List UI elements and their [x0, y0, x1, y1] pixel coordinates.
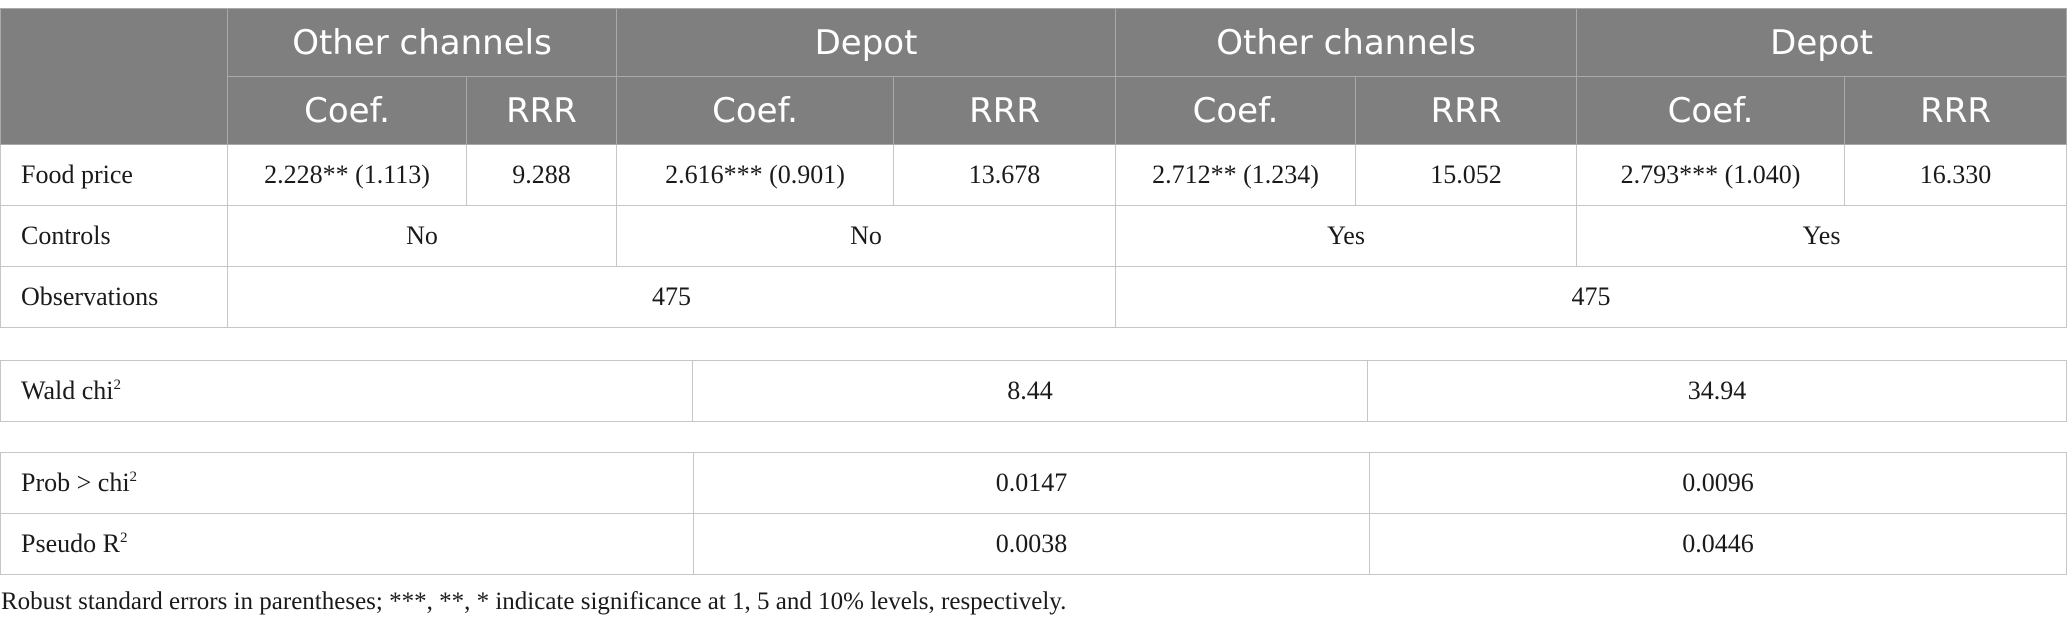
- group-header-other-channels-2: Other channels: [1115, 8, 1578, 77]
- table-cell: 2.616*** (0.901): [616, 144, 895, 206]
- table-cell: 475: [1115, 266, 2067, 328]
- table-cell: 15.052: [1355, 144, 1578, 206]
- row-label: Pseudo R2: [0, 513, 694, 575]
- table-cell: Yes: [1115, 205, 1578, 267]
- table-cell: 34.94: [1367, 360, 2067, 422]
- table-cell: 0.0446: [1369, 513, 2067, 575]
- sub-header-coef: Coef.: [227, 76, 467, 145]
- fit-stats-table: Prob > chi2 0.0147 0.0096 Pseudo R2 0.00…: [0, 452, 2067, 575]
- table-cell: 0.0038: [693, 513, 1370, 575]
- sub-header-coef: Coef.: [616, 76, 895, 145]
- wald-table: Wald chi2 8.44 34.94: [0, 360, 2067, 422]
- table-row-pseudo-r2: Pseudo R2 0.0038 0.0446: [0, 513, 2067, 575]
- table-cell: 8.44: [692, 360, 1368, 422]
- table-cell: No: [226, 205, 618, 267]
- sub-header-coef: Coef.: [1576, 76, 1846, 145]
- table-cell: 2.712** (1.234): [1115, 144, 1357, 206]
- sub-header-coef: Coef.: [1115, 76, 1357, 145]
- table-row-observations: Observations 475 475: [0, 266, 2067, 328]
- group-header-depot-1: Depot: [616, 8, 1117, 77]
- sub-header-rrr: RRR: [1844, 76, 2067, 145]
- table-cell: 16.330: [1844, 144, 2067, 206]
- table-row-wald: Wald chi2 8.44 34.94: [0, 360, 2067, 422]
- table-row-prob: Prob > chi2 0.0147 0.0096: [0, 452, 2067, 514]
- sub-header-rrr: RRR: [465, 76, 618, 145]
- table-cell: No: [616, 205, 1117, 267]
- sub-header-rrr: RRR: [1355, 76, 1578, 145]
- table-cell: 2.228** (1.113): [227, 144, 467, 206]
- main-results-table: Other channels Depot Other channels Depo…: [0, 8, 2067, 328]
- row-label: Food price: [0, 144, 228, 206]
- table-row-controls: Controls No No Yes Yes: [0, 205, 2067, 267]
- row-label: Wald chi2: [0, 360, 693, 422]
- row-label: Observations: [0, 266, 228, 328]
- table-cell: 13.678: [893, 144, 1117, 206]
- group-header-other-channels-1: Other channels: [226, 8, 618, 77]
- table-cell: 2.793*** (1.040): [1576, 144, 1846, 206]
- table-cell: 0.0147: [693, 452, 1370, 514]
- table-footnote: Robust standard errors in parentheses; *…: [1, 588, 1067, 615]
- table-cell: 475: [226, 266, 1117, 328]
- row-label: Controls: [0, 205, 228, 267]
- header-corner: [0, 8, 228, 145]
- group-header-depot-2: Depot: [1576, 8, 2067, 77]
- sub-header-rrr: RRR: [893, 76, 1117, 145]
- table-row-food-price: Food price 2.228** (1.113) 9.288 2.616**…: [0, 144, 2067, 206]
- table-cell: 9.288: [465, 144, 618, 206]
- table-cell: 0.0096: [1369, 452, 2067, 514]
- row-label: Prob > chi2: [0, 452, 694, 514]
- table-cell: Yes: [1576, 205, 2067, 267]
